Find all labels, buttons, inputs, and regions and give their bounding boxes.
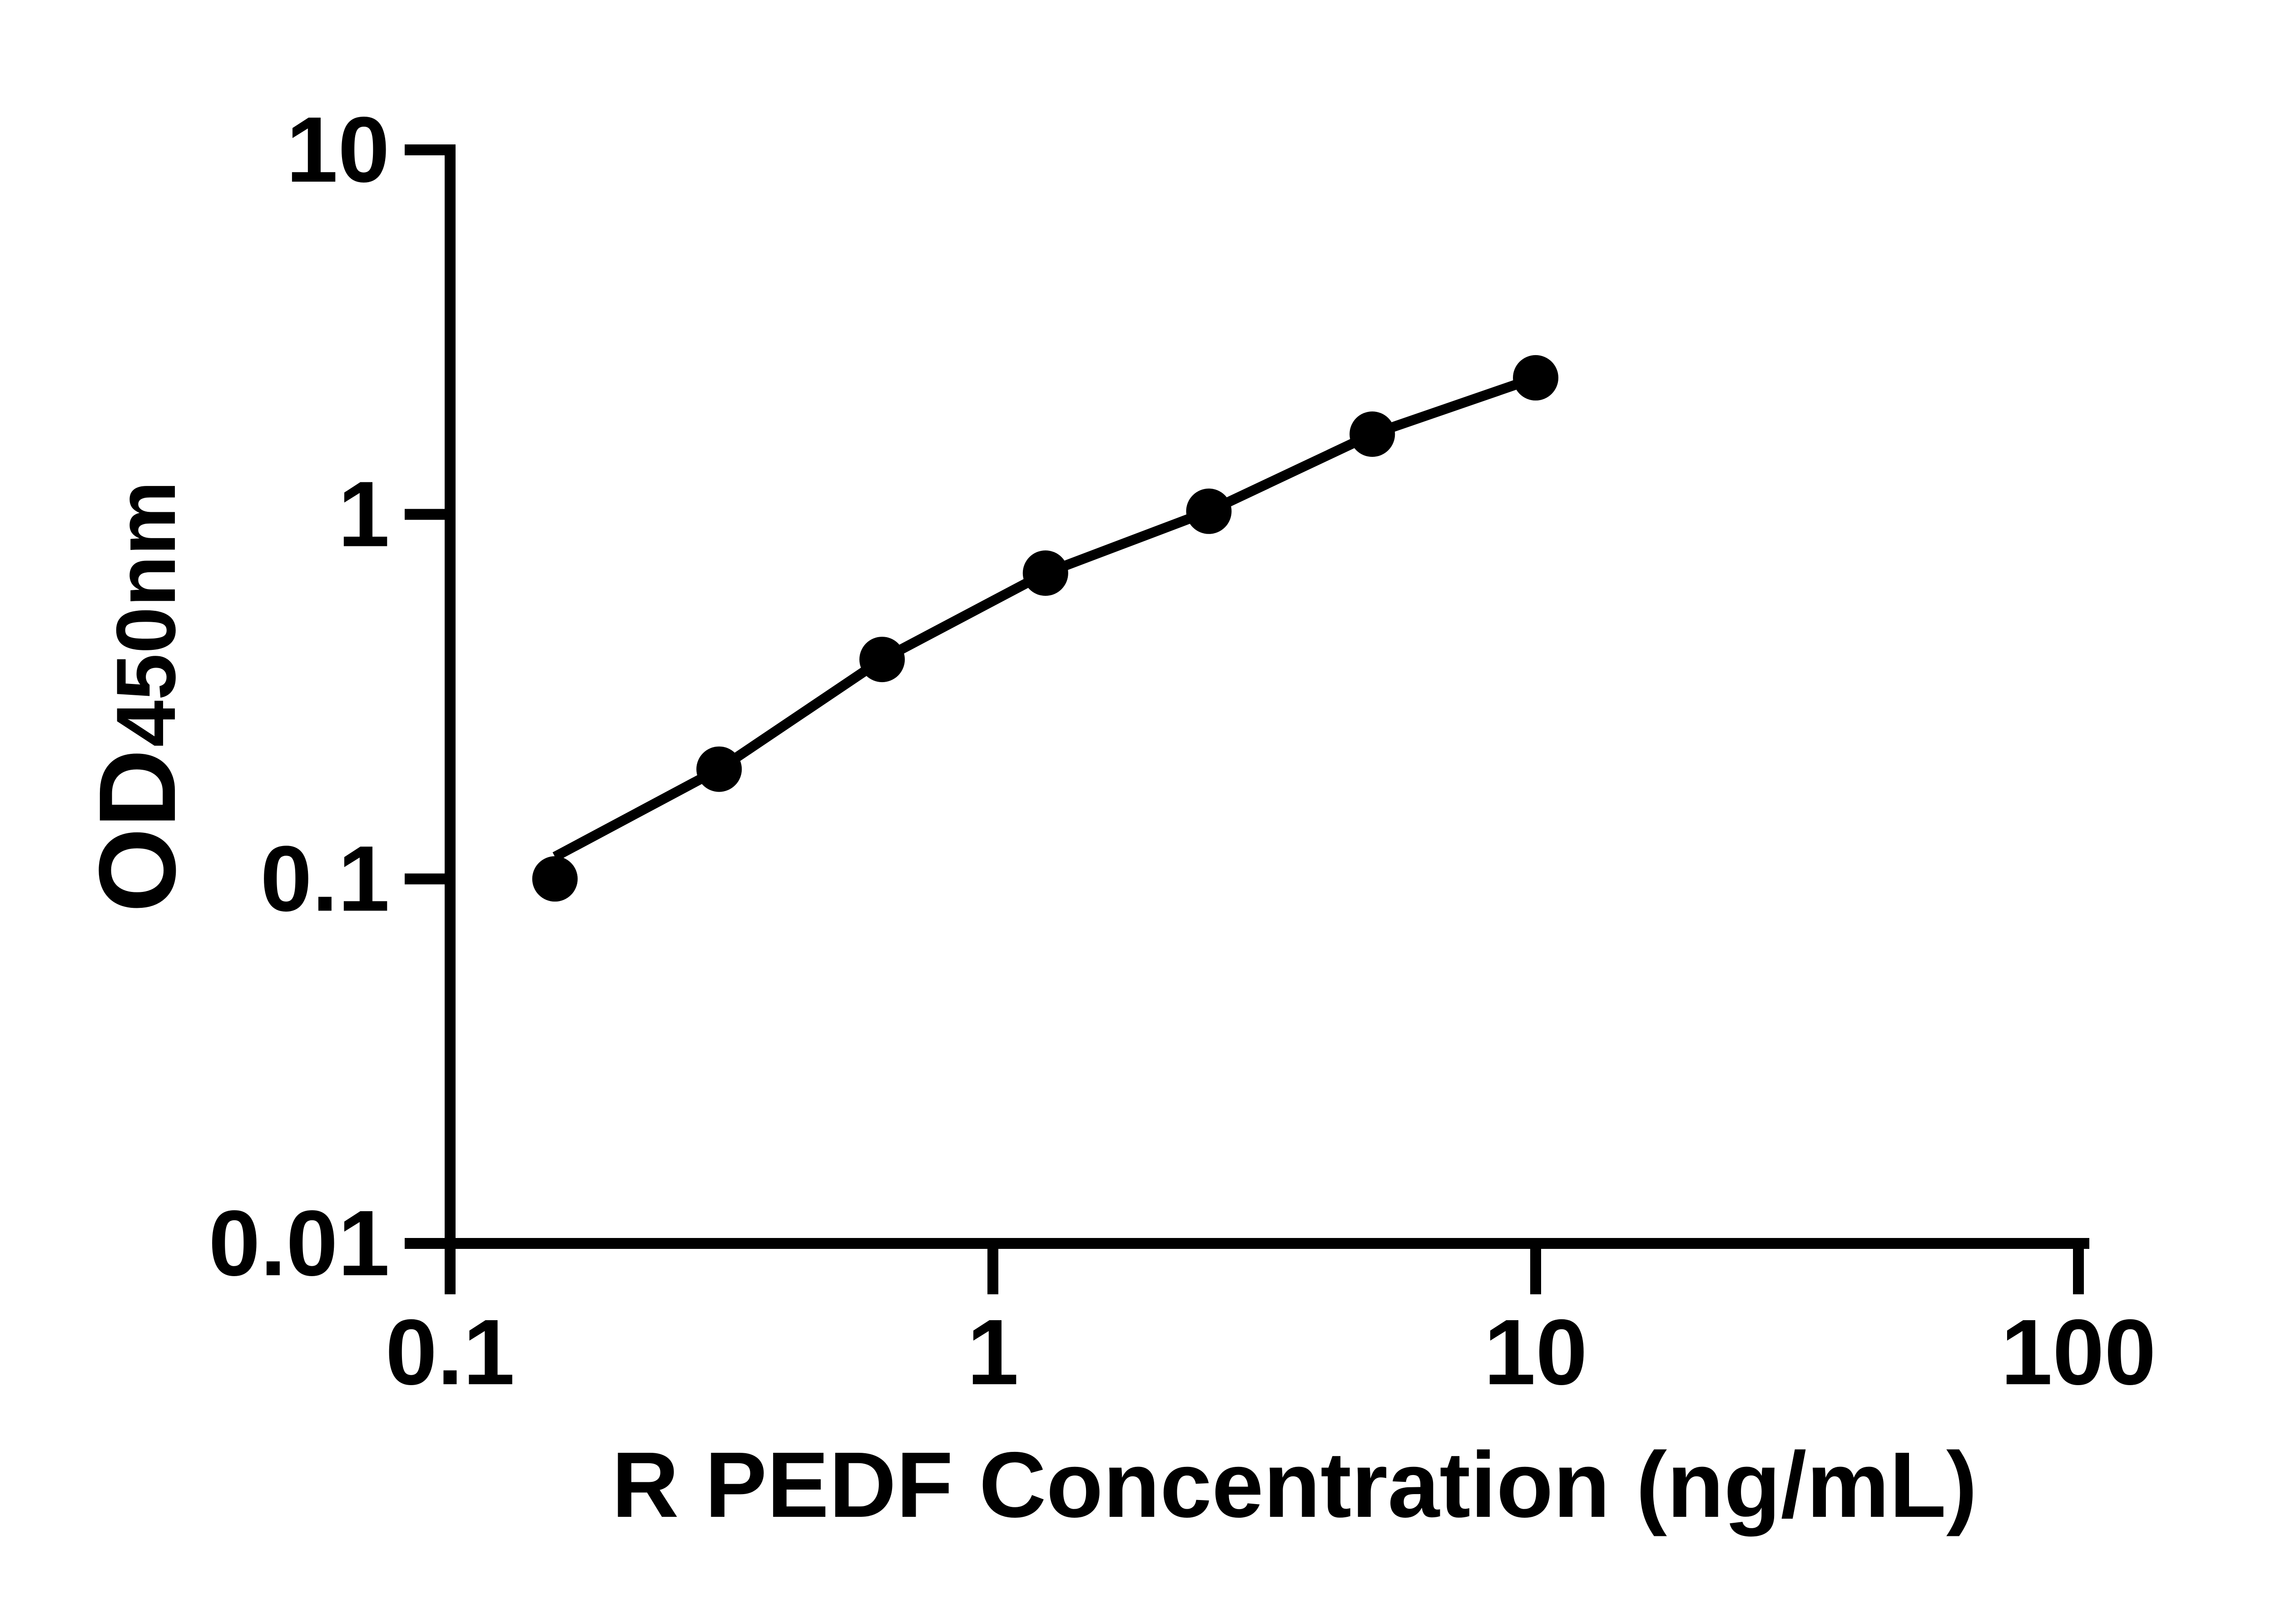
data-point [1022, 550, 1068, 596]
y-tick-label: 0.1 [260, 827, 390, 931]
y-axis-ticks [405, 144, 450, 1249]
y-axis-title-od: OD [76, 749, 198, 912]
data-point [696, 746, 742, 792]
y-axis-tick-labels: 0.01 0.1 1 10 [208, 98, 390, 1295]
data-point [1513, 355, 1558, 401]
x-tick-label: 1 [967, 1300, 1019, 1404]
x-axis-tick-labels: 0.1 1 10 100 [386, 1300, 2157, 1404]
data-point [859, 637, 905, 683]
x-tick-label: 0.1 [386, 1300, 515, 1404]
data-point [1349, 411, 1395, 457]
x-axis-ticks [445, 1243, 2084, 1294]
y-tick-label: 0.01 [208, 1191, 390, 1295]
y-axis-title: OD 450nm [76, 481, 198, 913]
data-point [532, 856, 578, 902]
y-tick-label: 1 [338, 462, 390, 566]
data-point [1186, 488, 1232, 534]
data-point-layer [532, 355, 1558, 902]
y-axis-title-wavelength: 450nm [99, 481, 193, 747]
x-axis-title: R PEDF Concentration (ng/mL) [612, 1433, 1978, 1537]
x-tick-label: 10 [1484, 1300, 1587, 1404]
y-tick-label: 10 [286, 98, 390, 202]
x-tick-label: 100 [2001, 1300, 2156, 1404]
